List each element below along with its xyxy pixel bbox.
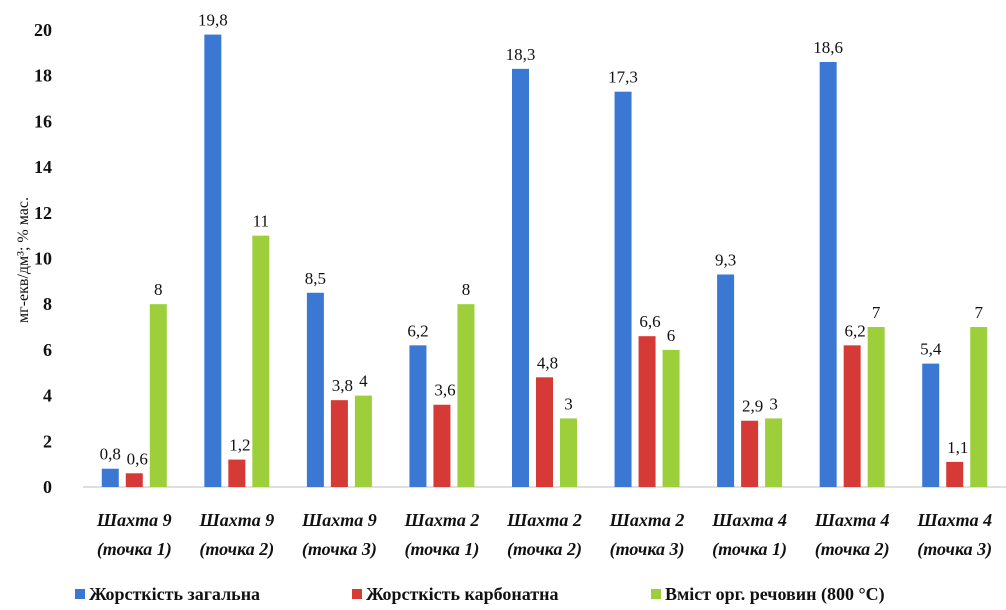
y-tick-label: 0 [43, 477, 52, 497]
data-label: 8,5 [305, 269, 326, 288]
bar [536, 377, 553, 487]
y-tick-label: 12 [34, 203, 52, 223]
data-label: 4,8 [537, 353, 558, 372]
bar [409, 345, 427, 487]
category-label: Шахта 9 [96, 510, 172, 530]
bar [433, 404, 451, 487]
data-labels-group: 0,8 0,6 8 19,8 1,2 11 8,5 3,8 4 6,2 3,6 8 18,3 4,8 3 17… [100, 11, 984, 469]
category-label: Шахта 2 [609, 510, 685, 530]
bar [204, 34, 222, 487]
data-label: 1,1 [947, 438, 968, 457]
data-label: 8 [154, 280, 163, 299]
legend-swatch [75, 589, 85, 599]
bar [819, 61, 837, 488]
category-label: Шахта 4 [916, 510, 992, 530]
category-label: (точка 3) [610, 539, 685, 560]
category-label: (точка 1) [404, 539, 479, 560]
data-label: 7 [974, 303, 983, 322]
data-label: 1,2 [229, 436, 250, 455]
category-label: Шахта 9 [198, 510, 274, 530]
category-label: Шахта 2 [506, 510, 582, 530]
bar [867, 327, 885, 487]
legend: Жорсткість загальна Жорсткість карбонатна… [75, 584, 885, 605]
category-label: (точка 2) [507, 539, 582, 560]
data-label: 0,8 [100, 445, 121, 464]
category-label: Шахта 4 [711, 510, 787, 530]
data-label: 19,8 [198, 11, 228, 30]
bar [512, 68, 529, 487]
data-label: 5,4 [920, 340, 942, 359]
data-label: 3,8 [332, 376, 353, 395]
bar [922, 363, 940, 487]
bars-group [101, 34, 988, 488]
category-label: (точка 1) [712, 539, 787, 560]
y-tick-label: 6 [43, 340, 52, 360]
category-label: (точка 2) [815, 539, 890, 560]
bar [843, 345, 861, 487]
data-label: 2,9 [742, 397, 763, 416]
data-label: 18,6 [813, 38, 843, 57]
y-axis-label: мг-екв/дм³; % мас. [15, 197, 32, 323]
data-label: 3 [564, 394, 573, 413]
data-label: 6 [667, 326, 676, 345]
bar [149, 304, 167, 487]
bar [560, 418, 577, 487]
data-label: 3 [769, 394, 778, 413]
y-tick-label: 2 [43, 431, 52, 451]
data-label: 3,6 [434, 381, 455, 400]
bar [330, 400, 348, 487]
legend-item-label: Жорсткість карбонатна [366, 584, 559, 604]
data-label: 6,6 [639, 312, 660, 331]
category-label: Шахта 2 [404, 510, 480, 530]
legend-swatch [651, 589, 661, 599]
bar [228, 459, 246, 487]
legend-swatch [352, 589, 362, 599]
bar [252, 235, 270, 487]
y-tick-label: 20 [34, 20, 52, 40]
data-label: 6,2 [845, 321, 866, 340]
category-label: (точка 3) [917, 539, 992, 560]
bar [614, 91, 632, 487]
category-label: Шахта 9 [301, 510, 377, 530]
y-tick-label: 18 [34, 66, 52, 86]
bar [306, 292, 324, 487]
data-label: 4 [359, 372, 368, 391]
y-tick-label: 8 [43, 294, 52, 314]
y-tick-label: 4 [43, 386, 52, 406]
data-label: 7 [872, 303, 881, 322]
data-label: 8 [462, 280, 471, 299]
y-tick-label: 10 [34, 249, 52, 269]
y-tick-label: 14 [34, 157, 52, 177]
bar [354, 395, 372, 487]
data-label: 9,3 [715, 250, 736, 269]
legend-item-label: Вміст орг. речовин (800 °С) [665, 584, 885, 605]
bar [125, 473, 143, 487]
legend-item-label: Жорсткість загальна [89, 584, 260, 604]
data-label: 11 [253, 212, 269, 231]
bar [457, 304, 475, 487]
data-label: 6,2 [407, 321, 428, 340]
bar [765, 418, 783, 487]
bar [970, 327, 988, 487]
bar [638, 336, 656, 487]
data-label: 18,3 [506, 45, 536, 64]
category-label: (точка 1) [97, 539, 172, 560]
y-tick-label: 16 [34, 111, 52, 131]
bar [662, 349, 680, 487]
bar [717, 274, 735, 487]
bar [101, 468, 119, 487]
data-label: 17,3 [608, 68, 638, 87]
data-label: 0,6 [127, 449, 148, 468]
category-label: (точка 3) [302, 539, 377, 560]
category-label: (точка 2) [199, 539, 274, 560]
bar [946, 461, 964, 487]
category-labels-group: Шахта 9 (точка 1) Шахта 9 (точка 2) Шахта 9 (… [96, 510, 992, 560]
bar [741, 420, 759, 487]
category-label: Шахта 4 [814, 510, 890, 530]
y-axis: 0 2 4 6 8 10 12 14 16 18 20 [34, 20, 52, 497]
